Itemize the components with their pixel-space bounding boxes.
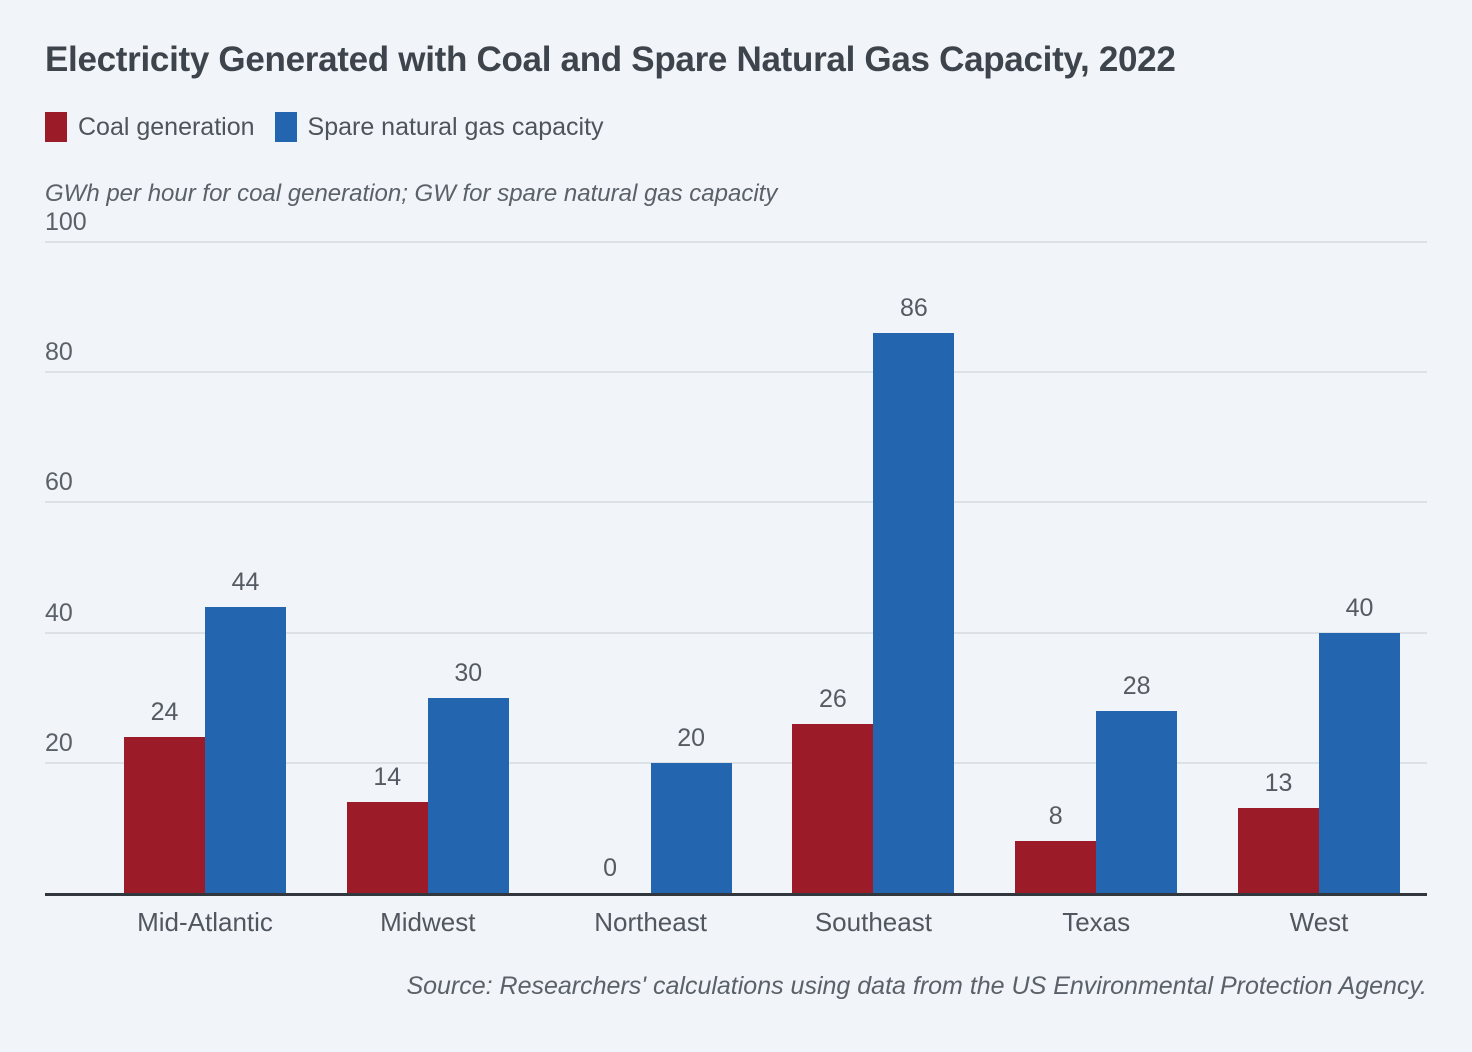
coal-swatch [45,112,67,142]
x-axis-line [45,893,1427,896]
x-axis-label-mid-atlantic: Mid-Atlantic [137,907,273,937]
gridline [45,501,1427,504]
gridline [45,631,1427,634]
bar-gas-west [1319,633,1400,893]
bar-gas-southeast [873,333,955,893]
bar-gas-midwest [427,698,509,893]
value-label: 0 [603,854,618,882]
bar-coal-southeast [792,724,874,893]
x-axis-label-northeast: Northeast [594,907,707,937]
legend-label-coal: Coal generation [78,112,255,141]
bar-gas-northeast [650,763,732,893]
y-tick-label: 40 [45,598,73,627]
plot-area: 20 40 60 80 100 24 44 Mid-Atlantic 14 30 Midwest 0 2… [45,208,1427,937]
axis-units-note: GWh per hour for coal generation; GW for… [45,180,778,207]
value-label: 40 [1345,594,1374,622]
value-label: 86 [899,294,928,322]
y-tick-label: 80 [45,338,73,367]
bar-coal-mid-atlantic [124,737,205,893]
y-tick-label: 100 [45,208,87,236]
source-note: Source: Researchers' calculations using … [406,972,1427,1000]
gridline [45,241,1427,243]
gridline [45,761,1427,764]
x-axis-label-west: West [1289,907,1349,937]
value-label: 20 [677,724,705,752]
bar-gas-mid-atlantic [205,607,286,893]
x-axis-label-midwest: Midwest [380,907,476,937]
bar-coal-west [1238,808,1319,893]
legend-item-coal: Coal generation [45,112,255,142]
value-label: 30 [454,659,483,687]
legend: Coal generation Spare natural gas capaci… [45,112,604,142]
legend-label-gas: Spare natural gas capacity [307,112,604,141]
value-label: 14 [373,763,402,791]
value-label: 44 [231,568,260,596]
bar-coal-texas [1015,841,1097,893]
x-axis-label-southeast: Southeast [814,907,932,937]
value-label: 13 [1264,769,1293,797]
gridline [45,371,1427,374]
chart-title: Electricity Generated with Coal and Spar… [45,40,1176,79]
value-label: 24 [150,698,179,726]
y-tick-label: 60 [45,468,73,497]
gas-swatch [274,112,297,142]
legend-item-gas: Spare natural gas capacity [274,112,604,142]
value-label: 26 [818,685,847,713]
bar-coal-midwest [346,802,428,893]
bar-gas-texas [1096,711,1178,893]
x-axis-label-texas: Texas [1062,907,1131,937]
value-label: 28 [1122,672,1151,700]
y-tick-label: 20 [45,728,73,757]
value-label: 8 [1048,802,1063,830]
